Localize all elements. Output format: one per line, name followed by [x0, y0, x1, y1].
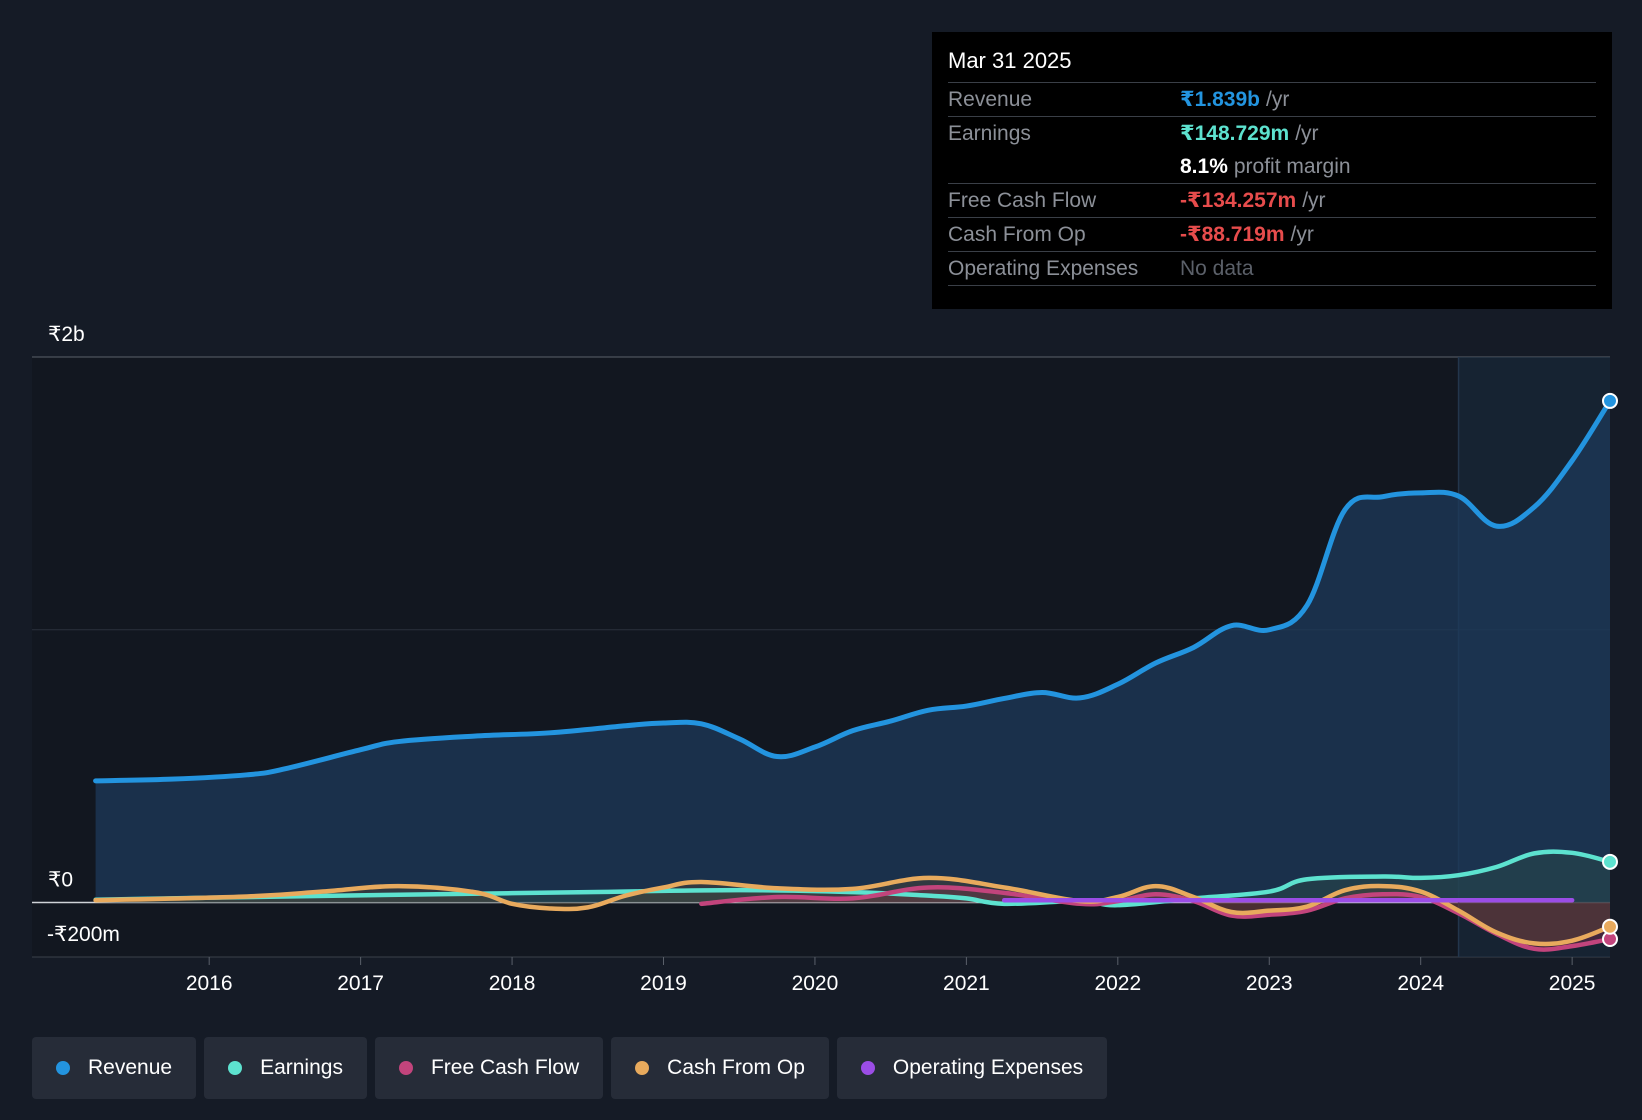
tooltip-value: -₹134.257m [1180, 189, 1297, 212]
x-tick-label: 2017 [337, 972, 384, 995]
tooltip-row-fcf: Free Cash Flow -₹134.257m /yr [948, 184, 1596, 218]
tooltip-date: Mar 31 2025 [948, 46, 1596, 83]
revenue-end-point [1602, 392, 1618, 409]
tooltip-value: -₹88.719m [1180, 223, 1285, 246]
y-tick-label: ₹0 [48, 868, 73, 891]
series-markers [1602, 392, 1618, 947]
cash-from-op-line [93, 875, 1613, 947]
tooltip-panel: Mar 31 2025 Revenue ₹1.839b /yr Earnings… [932, 32, 1612, 309]
tooltip-unit: profit margin [1233, 154, 1351, 178]
tooltip-value: No data [1180, 256, 1254, 280]
tooltip-row-cfo: Cash From Op -₹88.719m /yr [948, 218, 1596, 252]
legend-label: Operating Expenses [892, 1056, 1084, 1079]
series-lines [93, 398, 1613, 952]
legend-dot-icon [56, 1061, 70, 1075]
tooltip-label: Cash From Op [948, 222, 1086, 246]
revenue-area [95, 400, 1610, 903]
tooltip-row-opex: Operating Expenses No data [948, 252, 1596, 286]
tooltip-unit: /yr [1295, 121, 1319, 145]
x-tick-label: 2023 [1246, 972, 1293, 995]
legend-dot-icon [860, 1061, 875, 1075]
x-tick-label: 2019 [640, 972, 687, 995]
legend-item-operating-expenses[interactable]: Operating Expenses [836, 1037, 1108, 1099]
tooltip-row-margin: 8.1% profit margin [948, 150, 1596, 184]
x-tick-label: 2024 [1397, 972, 1444, 995]
tooltip-value: ₹1.839b [1180, 88, 1260, 111]
tooltip-unit: /yr [1266, 87, 1290, 111]
legend-label: Revenue [88, 1056, 173, 1079]
tooltip-value: 8.1% [1180, 154, 1228, 178]
legend-label: Cash From Op [667, 1056, 805, 1079]
tooltip-label: Revenue [948, 87, 1033, 111]
cash-from-op-end-point [1602, 918, 1618, 935]
y-axis-labels: ₹2b ₹0 -₹200m [47, 323, 120, 946]
legend-label: Earnings [260, 1056, 343, 1079]
y-tick-label: ₹2b [48, 323, 85, 346]
legend-dot-icon [228, 1061, 243, 1075]
tooltip-row-earnings: Earnings ₹148.729m /yr [948, 117, 1596, 150]
x-tick-label: 2025 [1549, 972, 1596, 995]
x-tick-label: 2021 [943, 972, 990, 995]
x-tick-label: 2018 [489, 972, 536, 995]
x-axis-labels: 2016 2017 2018 2019 2020 2021 2022 2023 2024 2025 [186, 957, 1596, 995]
tooltip-label: Earnings [948, 121, 1031, 145]
chart-canvas: ₹2b ₹0 -₹200m 2016 2017 2018 2019 2020 2021 2022… [32, 323, 1618, 995]
legend-item-cash-from-op[interactable]: Cash From Op [611, 1037, 829, 1099]
legend-dot-icon [635, 1061, 650, 1075]
legend-label: Free Cash Flow [430, 1056, 580, 1079]
legend-item-earnings[interactable]: Earnings [204, 1037, 367, 1099]
x-tick-label: 2016 [186, 972, 233, 995]
tooltip-row-revenue: Revenue ₹1.839b /yr [948, 83, 1596, 117]
x-tick-label: 2020 [792, 972, 839, 995]
earnings-end-point [1602, 853, 1618, 870]
tooltip-unit: /yr [1302, 188, 1326, 212]
legend-dot-icon [398, 1061, 413, 1075]
legend-item-free-cash-flow[interactable]: Free Cash Flow [374, 1037, 604, 1099]
legend-item-revenue[interactable]: Revenue [32, 1037, 197, 1099]
tooltip-unit: /yr [1290, 222, 1314, 246]
tooltip-label: Operating Expenses [948, 256, 1139, 280]
tooltip-value: ₹148.729m [1180, 122, 1290, 145]
tooltip-label: Free Cash Flow [948, 188, 1097, 212]
x-tick-label: 2022 [1094, 972, 1141, 995]
legend: Revenue Earnings Free Cash Flow Cash Fro… [32, 1037, 1108, 1099]
y-tick-label: -₹200m [47, 923, 120, 946]
revenue-line [93, 398, 1613, 784]
